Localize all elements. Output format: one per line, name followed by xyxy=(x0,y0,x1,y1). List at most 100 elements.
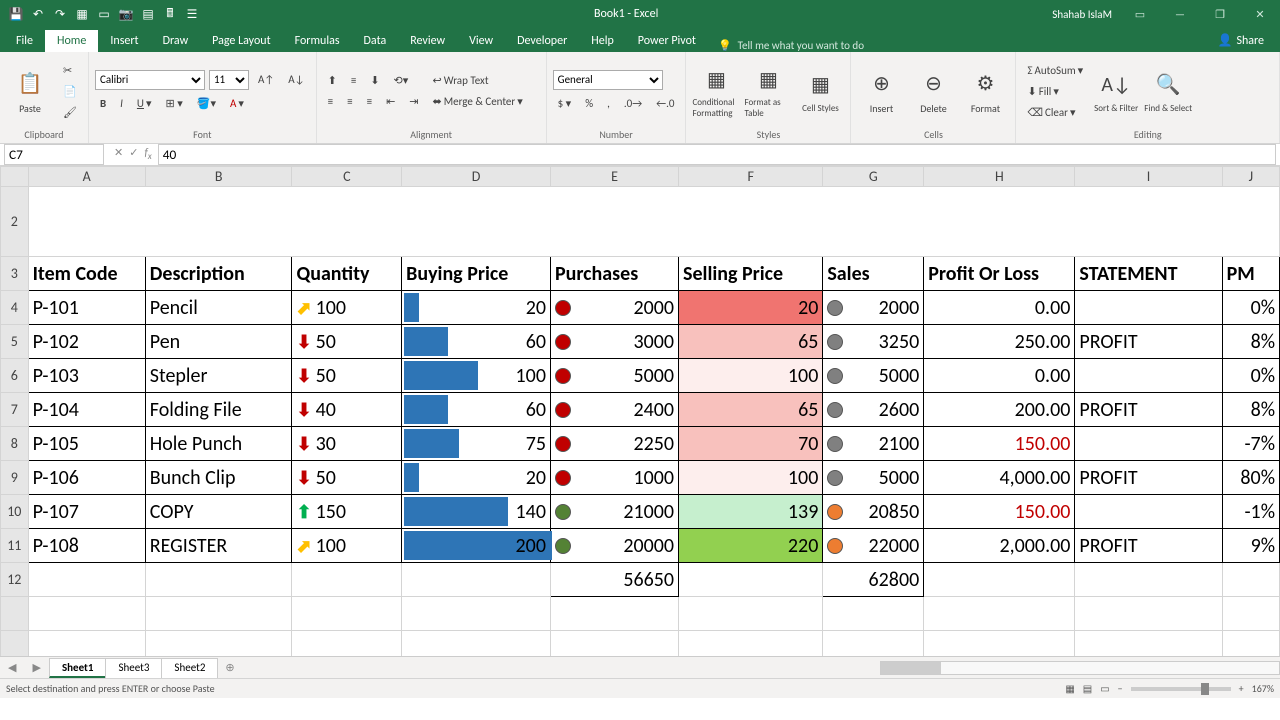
fx-icon[interactable]: fx xyxy=(144,146,151,162)
cell-profit-loss[interactable]: 4,000.00 xyxy=(924,461,1075,495)
align-center-button[interactable]: ≡ xyxy=(342,92,357,111)
cell-empty[interactable] xyxy=(823,631,924,657)
col-header-E[interactable]: E xyxy=(550,167,678,187)
currency-button[interactable]: $ ▾ xyxy=(553,94,577,113)
cell-item-code[interactable]: P-102 xyxy=(28,325,145,359)
merge-center-button[interactable]: ⬌ Merge & Center ▾ xyxy=(428,92,528,111)
cell-purchases[interactable]: 2400 xyxy=(550,393,678,427)
col-header-D[interactable]: D xyxy=(402,167,551,187)
cell-empty[interactable] xyxy=(145,597,292,631)
tab-help[interactable]: Help xyxy=(579,30,626,52)
cell-statement[interactable]: LOSS xyxy=(1075,427,1222,461)
calc-icon[interactable]: 🖩 xyxy=(162,6,178,22)
cell-profit-loss[interactable]: 2,000.00 xyxy=(924,529,1075,563)
row-header-9[interactable]: 9 xyxy=(1,461,29,495)
cell-empty[interactable] xyxy=(1222,597,1279,631)
enter-formula-icon[interactable]: ✓ xyxy=(129,146,138,162)
col-header-cell[interactable]: PM xyxy=(1222,257,1279,291)
cell-selling-price[interactable]: 20 xyxy=(679,291,823,325)
font-name-select[interactable]: Calibri xyxy=(95,70,205,90)
sort-filter-button[interactable]: A↓Sort & Filter xyxy=(1092,56,1140,126)
cell-empty[interactable] xyxy=(924,597,1075,631)
undo-icon[interactable]: ↶ xyxy=(30,6,46,22)
col-header-cell[interactable]: Description xyxy=(145,257,292,291)
col-header-J[interactable]: J xyxy=(1222,167,1279,187)
horizontal-scrollbar[interactable] xyxy=(880,661,1280,675)
orientation-button[interactable]: ⟲▾ xyxy=(389,71,414,90)
cell-item-code[interactable]: P-107 xyxy=(28,495,145,529)
cell-selling-price[interactable]: 100 xyxy=(679,461,823,495)
cell-pm[interactable]: 8% xyxy=(1222,393,1279,427)
col-header-cell[interactable]: Profit Or Loss xyxy=(924,257,1075,291)
cell-quantity[interactable]: ⬇40 xyxy=(292,393,402,427)
cell-empty[interactable] xyxy=(550,631,678,657)
share-button[interactable]: 👤Share xyxy=(1205,29,1276,52)
tab-draw[interactable]: Draw xyxy=(151,30,201,52)
cell-statement[interactable]: NP/NL xyxy=(1075,291,1222,325)
cell-item-code[interactable]: P-105 xyxy=(28,427,145,461)
cell-purchases[interactable]: 21000 xyxy=(550,495,678,529)
save-icon[interactable]: 💾 xyxy=(8,6,24,22)
zoom-level[interactable]: 167% xyxy=(1252,682,1274,695)
cell-pm[interactable]: 80% xyxy=(1222,461,1279,495)
cell-empty[interactable] xyxy=(679,631,823,657)
cell-sales[interactable]: 2600 xyxy=(823,393,924,427)
sheet-nav-prev-icon[interactable]: ◀ xyxy=(0,661,24,674)
col-header-cell[interactable]: STATEMENT xyxy=(1075,257,1222,291)
col-header-H[interactable]: H xyxy=(924,167,1075,187)
cell-description[interactable]: REGISTER xyxy=(145,529,292,563)
cell-purchases[interactable]: 2250 xyxy=(550,427,678,461)
tell-me-input[interactable]: Tell me what you want to do xyxy=(738,39,864,52)
maximize-icon[interactable]: ❐ xyxy=(1200,8,1240,21)
row-header-10[interactable]: 10 xyxy=(1,495,29,529)
redo-icon[interactable]: ↷ xyxy=(52,6,68,22)
cell-empty[interactable] xyxy=(1075,631,1222,657)
cell-pm[interactable]: 0% xyxy=(1222,291,1279,325)
bold-button[interactable]: B xyxy=(95,94,111,113)
align-middle-button[interactable]: ≡ xyxy=(346,71,361,90)
col-header-cell[interactable]: Item Code xyxy=(28,257,145,291)
cell-sales[interactable]: 3250 xyxy=(823,325,924,359)
row-header-8[interactable]: 8 xyxy=(1,427,29,461)
cell-buying-price[interactable]: 75 xyxy=(402,427,551,461)
cell-quantity[interactable]: ⬇30 xyxy=(292,427,402,461)
format-as-table-button[interactable]: ▦Format as Table xyxy=(744,56,792,126)
tab-view[interactable]: View xyxy=(457,30,505,52)
cell-purchases[interactable]: 5000 xyxy=(550,359,678,393)
cell-item-code[interactable]: P-106 xyxy=(28,461,145,495)
tab-review[interactable]: Review xyxy=(398,30,457,52)
percent-button[interactable]: % xyxy=(580,94,598,113)
underline-button[interactable]: U ▾ xyxy=(132,94,157,113)
cell-selling-price[interactable]: 139 xyxy=(679,495,823,529)
close-icon[interactable]: ✕ xyxy=(1240,8,1280,21)
align-bottom-button[interactable]: ⬇ xyxy=(365,71,384,90)
cell-empty[interactable] xyxy=(402,563,551,597)
find-select-button[interactable]: 🔍Find & Select xyxy=(1144,56,1192,126)
cell-pm[interactable]: 0% xyxy=(1222,359,1279,393)
folder-icon[interactable]: ▭ xyxy=(96,6,112,22)
col-header-cell[interactable]: Sales xyxy=(823,257,924,291)
cell-purchases[interactable]: 1000 xyxy=(550,461,678,495)
fill-button[interactable]: ⬇ Fill ▾ xyxy=(1022,82,1088,101)
cell-empty[interactable] xyxy=(145,631,292,657)
cell-total-sales[interactable]: 62800 xyxy=(823,563,924,597)
cell-quantity[interactable]: ⬇50 xyxy=(292,461,402,495)
tab-power-pivot[interactable]: Power Pivot xyxy=(626,30,708,52)
tab-formulas[interactable]: Formulas xyxy=(283,30,352,52)
italic-button[interactable]: I xyxy=(115,94,128,113)
cell-statement[interactable]: PROFIT xyxy=(1075,393,1222,427)
copy-button[interactable]: 📄 xyxy=(58,82,82,101)
row-header-4[interactable]: 4 xyxy=(1,291,29,325)
cell-sales[interactable]: 20850 xyxy=(823,495,924,529)
insert-cells-button[interactable]: ⊕Insert xyxy=(857,56,905,126)
cell-pm[interactable]: 9% xyxy=(1222,529,1279,563)
delete-cells-button[interactable]: ⊖Delete xyxy=(909,56,957,126)
tab-home[interactable]: Home xyxy=(45,30,98,52)
col-header-C[interactable]: C xyxy=(292,167,402,187)
menu-icon[interactable]: ☰ xyxy=(184,6,200,22)
cell-pm[interactable]: -7% xyxy=(1222,427,1279,461)
cell-selling-price[interactable]: 70 xyxy=(679,427,823,461)
sheet-nav-next-icon[interactable]: ▶ xyxy=(24,661,48,674)
cell-sales[interactable]: 2100 xyxy=(823,427,924,461)
row-header-11[interactable]: 11 xyxy=(1,529,29,563)
